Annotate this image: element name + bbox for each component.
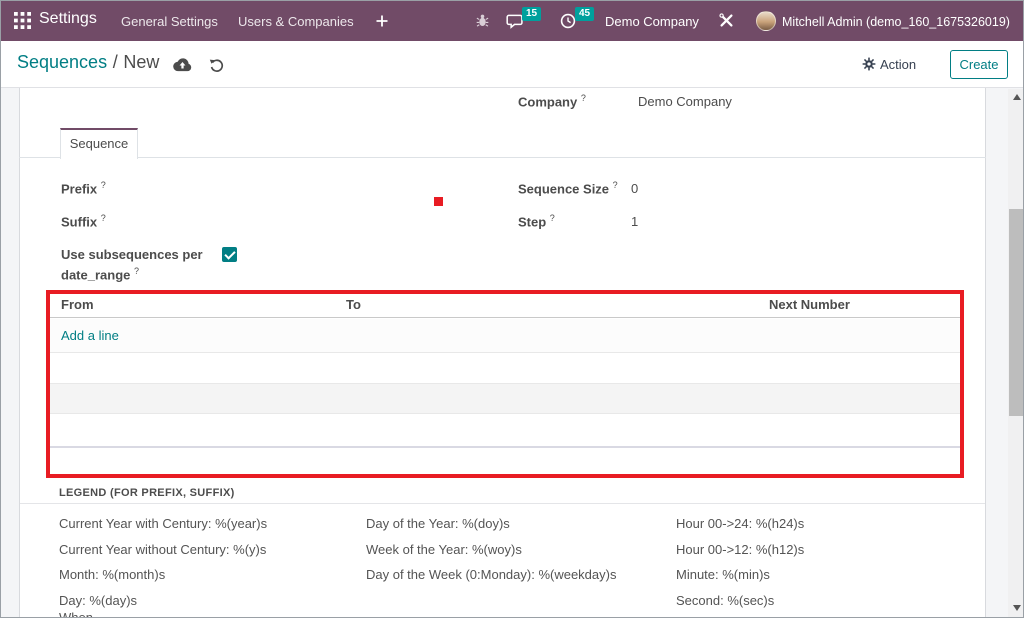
legend-item: Hour 00->12: %(h12)s xyxy=(676,542,805,557)
scroll-down-arrow-icon[interactable] xyxy=(1013,605,1021,611)
top-nav-bar: Settings General Settings Users & Compan… xyxy=(1,1,1023,41)
suffix-help-marker: ? xyxy=(100,213,106,223)
step-label-text: Step xyxy=(518,214,547,230)
table-row xyxy=(50,450,960,474)
legend-divider xyxy=(20,503,985,504)
table-header-row xyxy=(50,294,960,318)
company-field-value[interactable]: Demo Company xyxy=(638,94,732,109)
table-row xyxy=(50,414,960,448)
add-a-line-link[interactable]: Add a line xyxy=(61,328,119,343)
sequence-size-label-text: Sequence Size xyxy=(518,181,610,197)
scrollbar-thumb[interactable] xyxy=(1009,209,1023,416)
company-help-marker: ? xyxy=(580,93,586,103)
prefix-label-text: Prefix xyxy=(61,181,98,197)
add-line-row xyxy=(50,319,960,353)
legend-item: Day: %(day)s xyxy=(59,593,138,608)
cursor-marker xyxy=(434,197,443,206)
legend-item: When xyxy=(59,610,93,618)
legend-item: Minute: %(min)s xyxy=(676,567,770,582)
step-help-marker: ? xyxy=(549,213,555,223)
apps-grid-icon[interactable] xyxy=(14,12,31,29)
prefix-field-label: Prefix ? xyxy=(61,180,106,196)
company-switcher[interactable]: Demo Company xyxy=(605,14,699,29)
action-menu[interactable]: Action xyxy=(862,57,916,72)
discard-icon[interactable] xyxy=(209,57,225,73)
messages-count-badge[interactable]: 15 xyxy=(522,7,542,21)
menu-users-companies[interactable]: Users & Companies xyxy=(238,14,354,29)
column-header-to: To xyxy=(346,297,361,312)
save-cloud-icon[interactable] xyxy=(173,58,192,72)
activities-count-badge[interactable]: 45 xyxy=(575,7,595,21)
breadcrumb-separator: / xyxy=(112,52,118,72)
scroll-up-arrow-icon[interactable] xyxy=(1013,94,1021,100)
highlight-box xyxy=(46,290,964,478)
action-label: Action xyxy=(880,57,917,72)
tools-icon[interactable] xyxy=(718,12,735,29)
activities-clock-icon[interactable] xyxy=(560,13,576,29)
legend-title: LEGEND (FOR PREFIX, SUFFIX) xyxy=(59,487,235,499)
subsequences-label-line2: date_range ? xyxy=(61,266,139,282)
app-name[interactable]: Settings xyxy=(39,10,97,27)
breadcrumb: Sequences / New xyxy=(17,52,159,73)
sequence-size-field-label: Sequence Size ? xyxy=(518,180,618,196)
tab-sequence[interactable]: Sequence xyxy=(60,128,138,159)
step-field-label: Step ? xyxy=(518,213,555,229)
sequence-size-field-value[interactable]: 0 xyxy=(631,181,639,196)
suffix-field-label: Suffix ? xyxy=(61,213,106,229)
suffix-label-text: Suffix xyxy=(61,214,98,230)
user-avatar[interactable] xyxy=(756,11,776,31)
subsequences-checkbox[interactable] xyxy=(222,247,237,262)
messages-icon[interactable] xyxy=(506,13,525,30)
table-row xyxy=(50,353,960,384)
control-panel: Sequences / New xyxy=(1,41,1023,88)
legend-item: Month: %(month)s xyxy=(59,567,166,582)
subsequences-label-line2-text: date_range xyxy=(61,267,131,283)
legend-item: Week of the Year: %(woy)s xyxy=(366,542,522,557)
create-button[interactable]: Create xyxy=(950,50,1008,79)
subsequences-help-marker: ? xyxy=(134,266,140,276)
breadcrumb-sequences[interactable]: Sequences xyxy=(17,52,108,72)
legend-item: Hour 00->24: %(h24)s xyxy=(676,516,805,531)
user-menu[interactable]: Mitchell Admin (demo_160_1675326019) xyxy=(782,15,1010,29)
subsequences-label-line1: Use subsequences per xyxy=(61,247,203,262)
legend-item: Day of the Week (0:Monday): %(weekday)s xyxy=(366,567,617,582)
tabs-divider xyxy=(19,157,986,158)
breadcrumb-new: New xyxy=(123,52,160,72)
column-header-next-number: Next Number xyxy=(769,297,850,312)
table-row xyxy=(50,384,960,414)
prefix-help-marker: ? xyxy=(100,180,106,190)
plus-icon[interactable] xyxy=(375,14,389,28)
bug-icon[interactable] xyxy=(475,13,490,28)
company-field-label: Company ? xyxy=(518,93,586,109)
legend-item: Day of the Year: %(doy)s xyxy=(366,516,510,531)
company-label-text: Company xyxy=(518,94,578,110)
legend-item: Current Year without Century: %(y)s xyxy=(59,542,267,557)
sequence-size-help-marker: ? xyxy=(612,180,618,190)
gear-icon xyxy=(862,57,876,71)
step-field-value[interactable]: 1 xyxy=(631,214,639,229)
legend-item: Current Year with Century: %(year)s xyxy=(59,516,268,531)
legend-item: Second: %(sec)s xyxy=(676,593,775,608)
menu-general-settings[interactable]: General Settings xyxy=(121,14,218,29)
column-header-from: From xyxy=(61,297,94,312)
